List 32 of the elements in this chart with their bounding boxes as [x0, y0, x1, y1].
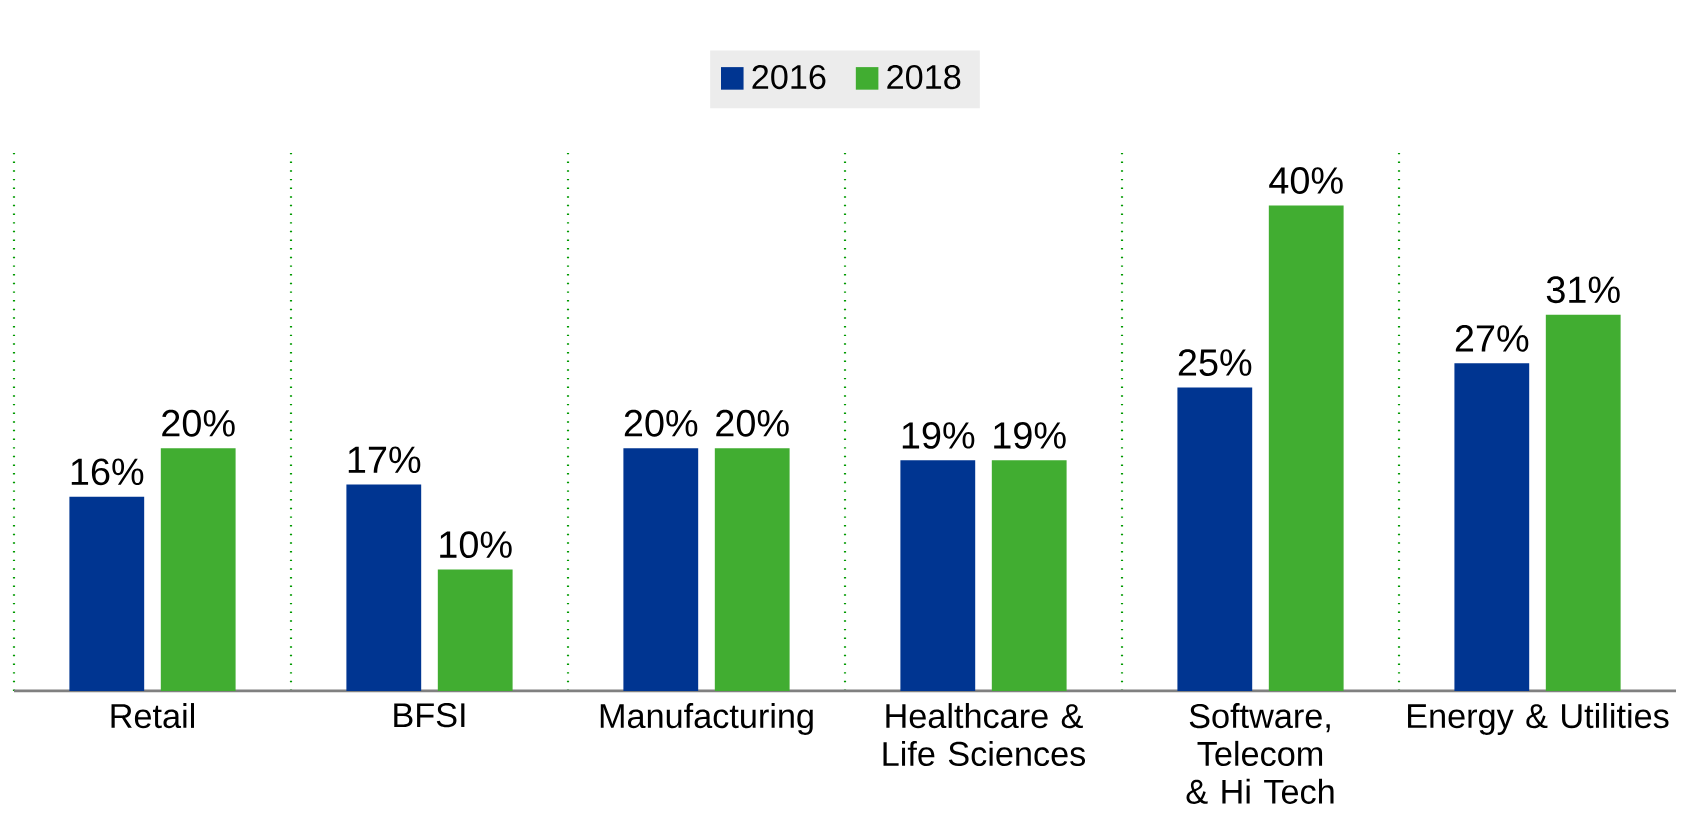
data-label: 20% — [624, 409, 698, 437]
bar — [69, 496, 145, 691]
data-label: 20% — [162, 409, 235, 437]
bar — [346, 484, 422, 691]
data-label: 40% — [1269, 166, 1343, 194]
x-tick-label: Energy & Utilities — [1408, 702, 1669, 735]
bar — [623, 448, 699, 691]
bar — [991, 460, 1067, 691]
legend-label: 2016 — [752, 64, 826, 89]
x-tick-label: BFSI — [394, 702, 465, 728]
bar — [1268, 205, 1344, 691]
data-label: 10% — [440, 531, 512, 558]
data-label: 20% — [716, 409, 789, 437]
data-label: 16% — [71, 458, 144, 486]
x-tick-label: Manufacturing — [600, 702, 813, 735]
data-label: 19% — [902, 421, 975, 449]
x-tick-label: Software, Telecom & Hi Tech — [1186, 702, 1334, 804]
bar — [714, 448, 790, 691]
x-tick-label: Healthcare & Life Sciences — [883, 702, 1086, 766]
data-label: 27% — [1455, 324, 1529, 352]
bar — [437, 569, 513, 691]
bar — [1177, 387, 1253, 691]
legend-label: 2018 — [887, 64, 961, 89]
x-tick-label: Retail — [111, 702, 194, 729]
data-label: 25% — [1178, 349, 1252, 376]
data-label: 31% — [1546, 276, 1620, 303]
data-label: 17% — [348, 446, 421, 473]
bar — [1545, 314, 1621, 691]
bar — [1454, 363, 1530, 691]
data-label: 19% — [994, 421, 1066, 449]
bar — [160, 448, 236, 691]
bar — [900, 460, 976, 691]
